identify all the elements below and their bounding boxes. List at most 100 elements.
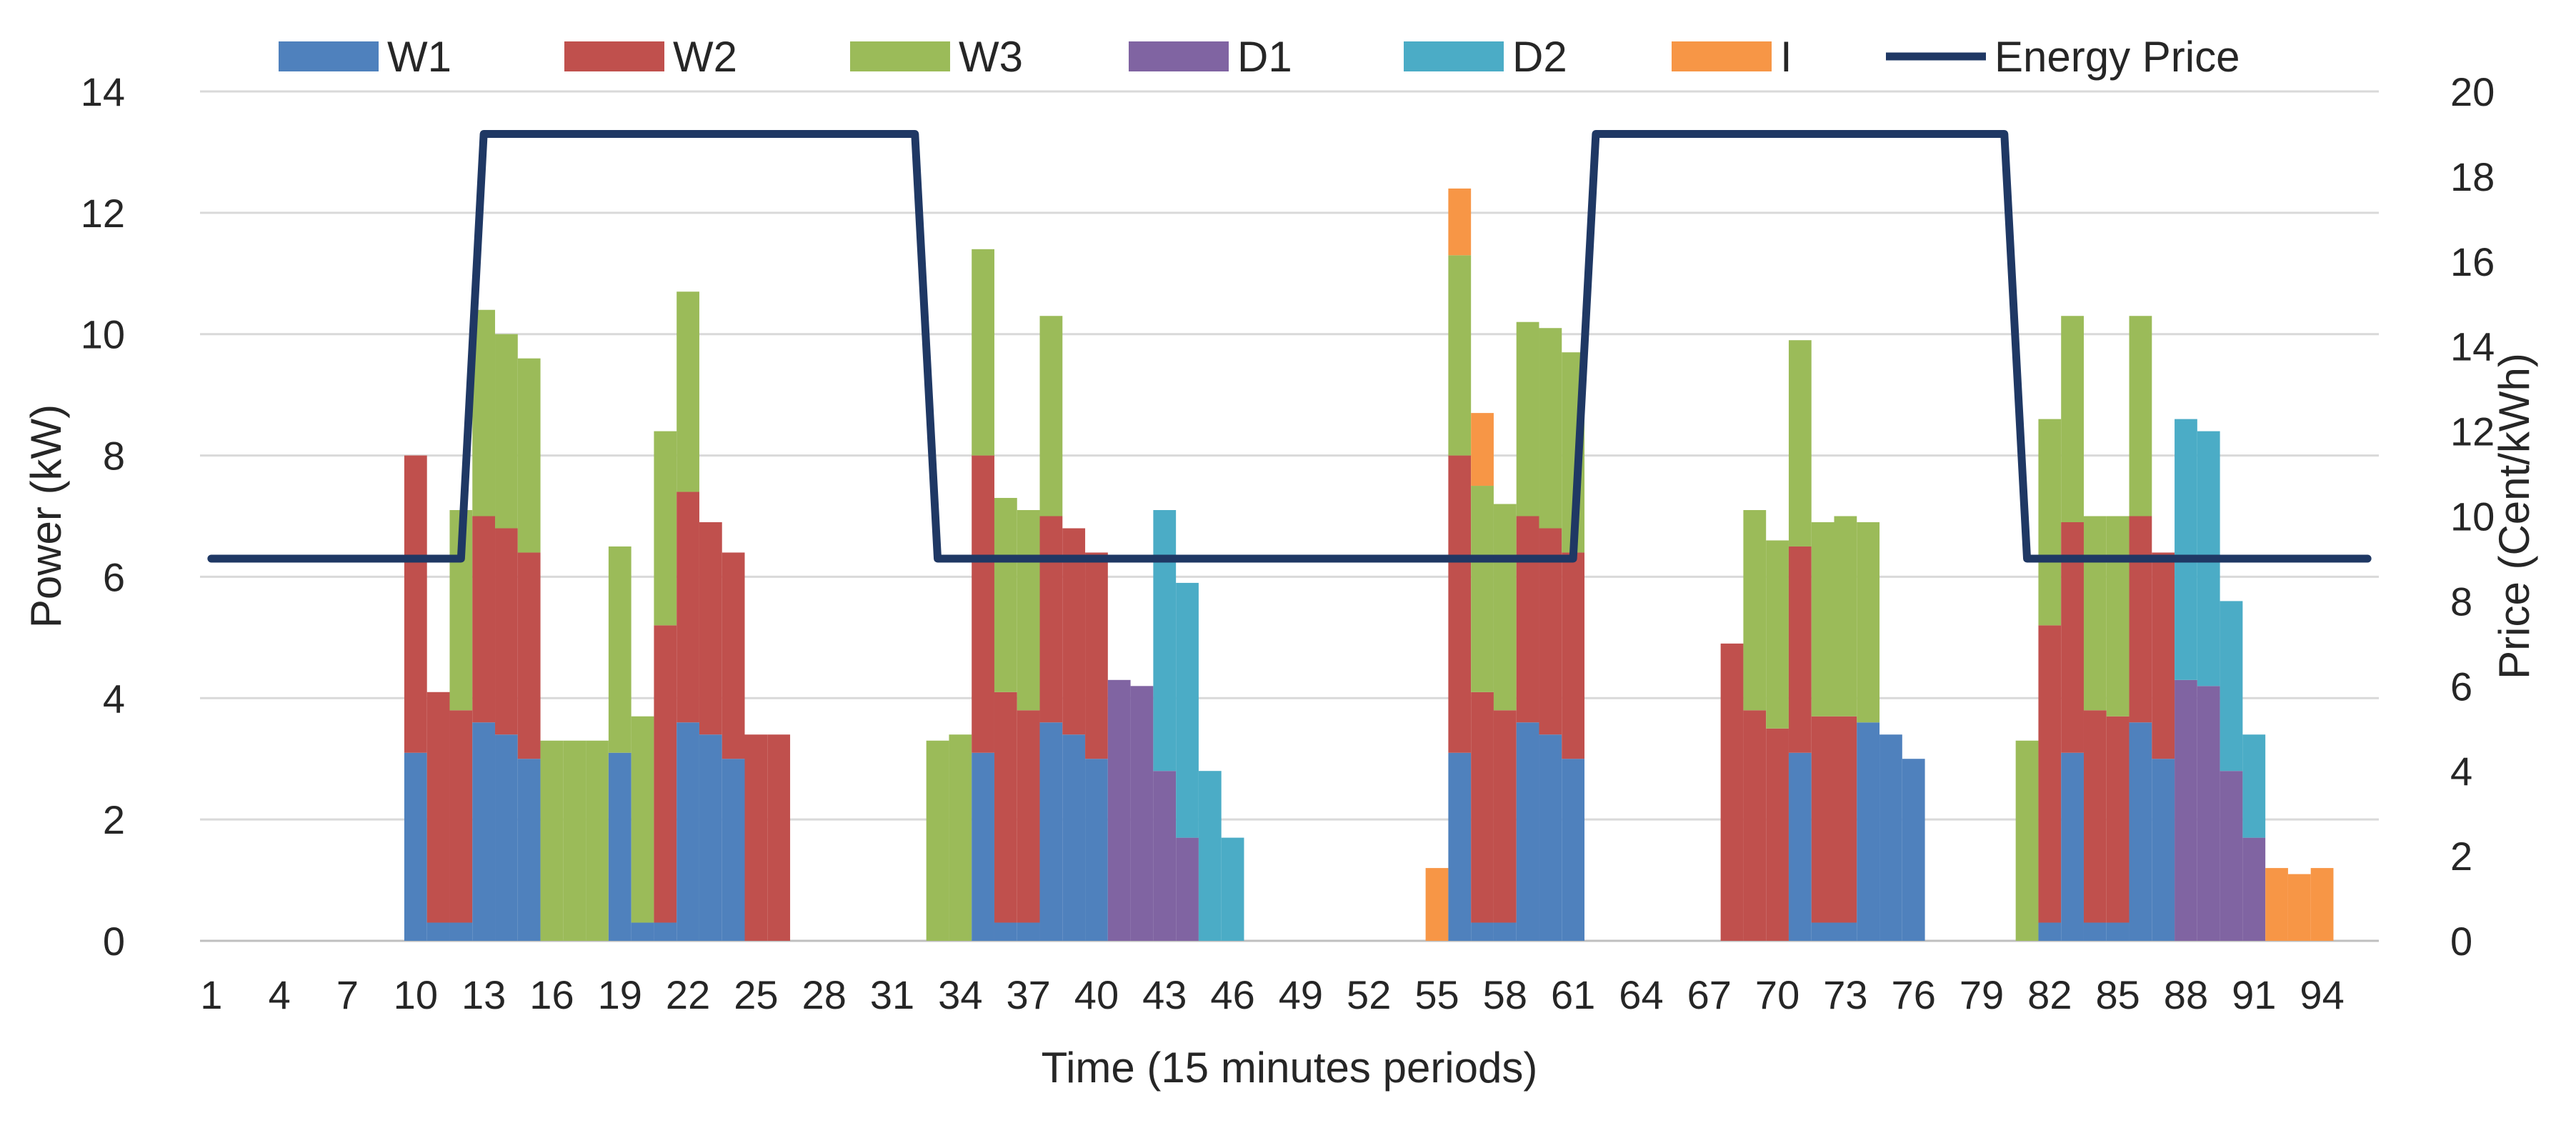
bar-w2-69 <box>1743 710 1767 941</box>
bar-w1-14 <box>495 734 518 941</box>
x-tick-label: 73 <box>1823 972 1867 1017</box>
bar-w3-35 <box>972 249 994 456</box>
y-tick-label: 8 <box>103 434 125 479</box>
bar-w2-85 <box>2106 716 2130 923</box>
bar-w3-82 <box>2038 419 2062 626</box>
energy-price-line <box>207 129 2372 563</box>
bar-w3-69 <box>1743 510 1767 711</box>
x-tick-label: 88 <box>2164 972 2208 1017</box>
bar-w1-11 <box>426 922 450 941</box>
bar-w2-36 <box>994 692 1017 923</box>
y2-tick-label: 4 <box>2450 749 2472 794</box>
x-tick-label: 55 <box>1414 972 1459 1017</box>
x-tick-label: 10 <box>394 972 438 1017</box>
bar-w1-72 <box>1811 922 1834 941</box>
bar-w2-13 <box>472 516 496 723</box>
bar-w2-68 <box>1720 643 1744 941</box>
bar-w2-72 <box>1811 716 1834 923</box>
legend-label-w1: W1 <box>387 33 451 81</box>
bar-w1-10 <box>404 752 427 941</box>
y2-tick-label: 14 <box>2450 324 2495 369</box>
bar-w1-76 <box>1902 759 1925 941</box>
bar-w3-84 <box>2083 516 2107 711</box>
bar-w3-58 <box>1493 504 1517 711</box>
bar-w2-14 <box>495 528 518 735</box>
bar-w3-86 <box>2129 316 2152 516</box>
x-tick-label: 22 <box>666 972 710 1017</box>
bar-d1-42 <box>1130 686 1154 941</box>
bar-d2-90 <box>2220 601 2243 772</box>
bar-w2-25 <box>744 734 768 941</box>
bar-w2-61 <box>1562 552 1585 759</box>
x-tick-label: 4 <box>269 972 291 1017</box>
legend-label-w2: W2 <box>673 33 737 81</box>
price-line-layer <box>207 129 2372 563</box>
bar-d2-45 <box>1198 771 1222 941</box>
legend-swatch-w3 <box>850 41 950 71</box>
legend-label-energy-price: Energy Price <box>1995 33 2240 81</box>
bar-d2-44 <box>1176 582 1199 838</box>
bar-w3-57 <box>1471 486 1494 692</box>
bar-w3-81 <box>2015 740 2039 941</box>
y2-tick-label: 8 <box>2450 579 2472 624</box>
bar-w2-87 <box>2152 552 2175 759</box>
bar-w1-20 <box>631 922 654 941</box>
bar-w1-61 <box>1562 759 1585 941</box>
legend-swatch-d1 <box>1129 41 1229 71</box>
bar-w2-39 <box>1062 528 1086 735</box>
bar-w2-71 <box>1788 546 1812 753</box>
bar-w3-33 <box>926 740 949 941</box>
bar-w1-83 <box>2061 752 2084 941</box>
bar-w3-56 <box>1448 255 1472 456</box>
bar-w2-70 <box>1766 728 1789 941</box>
bar-w2-26 <box>767 734 791 941</box>
legend-label-d1: D1 <box>1237 33 1292 81</box>
bar-w2-57 <box>1471 692 1494 923</box>
x-tick-label: 43 <box>1142 972 1187 1017</box>
x-tick-label: 70 <box>1755 972 1799 1017</box>
bar-w1-57 <box>1471 922 1494 941</box>
bar-w1-71 <box>1788 752 1812 941</box>
y-tick-label: 10 <box>81 312 125 357</box>
bar-i-92 <box>2265 868 2288 941</box>
bar-d1-44 <box>1176 837 1199 941</box>
bar-w1-19 <box>608 752 631 941</box>
bar-w2-86 <box>2129 516 2152 723</box>
bar-w2-56 <box>1448 455 1472 753</box>
y2-tick-label: 12 <box>2450 409 2495 454</box>
y2-tick-label: 2 <box>2450 834 2472 879</box>
y-tick-label: 6 <box>103 554 125 599</box>
y-axis-title: Power (kW) <box>22 404 70 628</box>
x-tick-label: 13 <box>461 972 506 1017</box>
x-tick-label: 1 <box>200 972 222 1017</box>
bar-w2-35 <box>972 455 994 753</box>
bar-w1-12 <box>449 922 473 941</box>
bar-w1-24 <box>722 759 745 941</box>
x-tick-label: 40 <box>1074 972 1119 1017</box>
bar-w3-70 <box>1766 540 1789 729</box>
bar-w3-73 <box>1834 516 1857 717</box>
x-tick-label: 64 <box>1619 972 1663 1017</box>
bar-w3-72 <box>1811 521 1834 717</box>
x-tick-label: 94 <box>2300 972 2344 1017</box>
y2-tick-label: 18 <box>2450 154 2495 199</box>
bar-w3-22 <box>677 291 699 492</box>
y2-tick-label: 10 <box>2450 494 2495 539</box>
bar-w2-59 <box>1516 516 1539 723</box>
bar-w1-38 <box>1039 722 1063 941</box>
bar-w1-82 <box>2038 922 2062 941</box>
bar-w3-36 <box>994 498 1017 692</box>
x-tick-label: 76 <box>1892 972 1936 1017</box>
bar-w2-58 <box>1493 710 1517 923</box>
x-tick-label: 31 <box>870 972 914 1017</box>
bar-w1-85 <box>2106 922 2130 941</box>
bar-w1-35 <box>972 752 994 941</box>
bar-w2-11 <box>426 692 450 923</box>
x-tick-label: 19 <box>598 972 642 1017</box>
bar-w1-75 <box>1879 734 1902 941</box>
bar-w2-38 <box>1039 516 1063 723</box>
x-tick-label: 28 <box>802 972 847 1017</box>
